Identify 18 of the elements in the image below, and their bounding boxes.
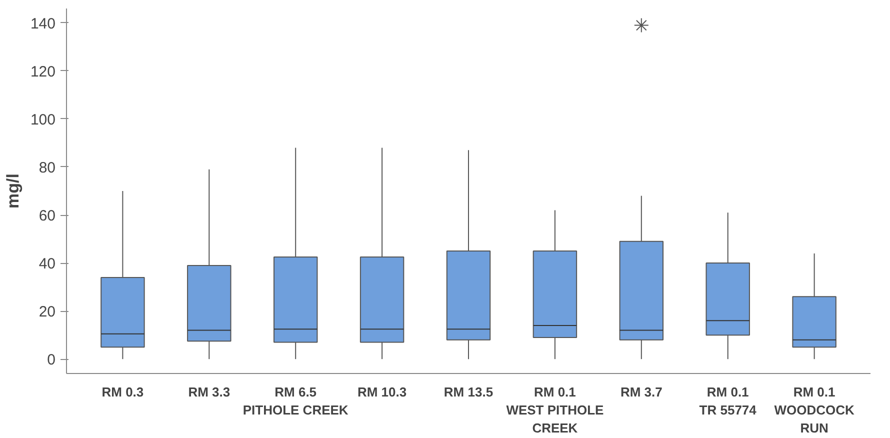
x-tick-label: RM 13.5 [444, 384, 494, 400]
y-axis-title: mg/l [3, 174, 22, 208]
x-tick-label: RM 0.1 TR 55774 [699, 384, 758, 418]
y-tick-label: 40 [38, 256, 56, 273]
x-tick-label: RM 3.3 [188, 384, 230, 400]
y-tick-label: 100 [30, 111, 56, 128]
y-tick-label: 80 [38, 159, 56, 176]
x-tick-label: RM 0.1 WEST PITHOLE CREEK [506, 384, 604, 436]
y-tick-label: 120 [30, 63, 56, 80]
x-tick-label: RM 0.1 WOODCOCK RUN [774, 384, 855, 436]
x-tick-label: RM 0.3 [102, 384, 144, 400]
y-tick-label: 140 [30, 15, 56, 32]
x-tick-label: RM 10.3 [357, 384, 407, 400]
y-tick-label: 60 [38, 208, 56, 225]
y-tick-label: 20 [38, 304, 56, 321]
x-tick-label: RM 6.5 PITHOLE CREEK [242, 384, 349, 418]
x-tick-label: RM 3.7 [620, 384, 662, 400]
y-tick-label: 0 [47, 352, 56, 369]
